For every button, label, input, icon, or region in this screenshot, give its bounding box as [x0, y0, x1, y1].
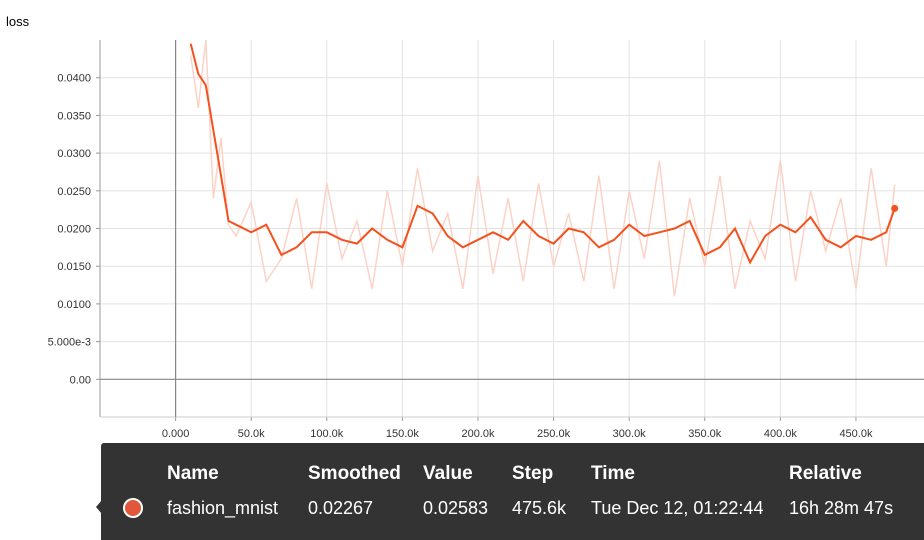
loss-chart[interactable]: 0.000 50.0k 100.0k 150.0k 200.0k 250.0k 300.0k… [0, 0, 924, 440]
y-tick-label: 0.00 [70, 374, 91, 386]
last-point-marker[interactable] [891, 205, 898, 212]
x-tick-label: 300.0k [613, 428, 647, 440]
row-smoothed: 0.02267 [308, 498, 373, 519]
raw-series-layer [191, 40, 895, 296]
y-tick-label: 0.0400 [57, 73, 91, 85]
y-tick-label: 5.000e-3 [48, 337, 91, 349]
tick-labels: 0.000 50.0k 100.0k 150.0k 200.0k 250.0k 300.0k… [48, 73, 873, 440]
header-step: Step [512, 463, 553, 485]
y-tick-label: 0.0100 [57, 299, 91, 311]
x-tick-label: 350.0k [688, 428, 722, 440]
x-tick-label: 250.0k [537, 428, 571, 440]
y-tick-label: 0.0150 [57, 261, 91, 273]
y-tick-label: 0.0250 [57, 186, 91, 198]
x-tick-label: 400.0k [764, 428, 798, 440]
x-tick-label: 100.0k [310, 428, 344, 440]
row-time: Tue Dec 12, 01:22:44 [591, 498, 763, 519]
y-tick-label: 0.0350 [57, 110, 91, 122]
header-value: Value [423, 463, 473, 485]
series-swatch-icon [123, 498, 143, 518]
raw-series-line [191, 40, 895, 296]
y-tick-label: 0.0300 [57, 148, 91, 160]
row-relative: 16h 28m 47s [789, 498, 893, 519]
header-relative: Relative [789, 463, 862, 485]
y-tick-label: 0.0200 [57, 224, 91, 236]
header-time: Time [591, 463, 635, 485]
row-value: 0.02583 [423, 498, 488, 519]
axes [96, 40, 924, 421]
x-tick-label: 150.0k [386, 428, 420, 440]
x-tick-label: 450.0k [839, 428, 873, 440]
row-name: fashion_mnist [167, 498, 278, 519]
x-tick-label: 0.000 [162, 428, 190, 440]
row-step: 475.6k [512, 498, 566, 519]
tooltip-panel: Name Smoothed Value Step Time Relative f… [101, 443, 924, 540]
header-name: Name [167, 463, 219, 485]
header-smoothed: Smoothed [308, 463, 401, 485]
x-tick-label: 200.0k [461, 428, 495, 440]
x-tick-label: 50.0k [238, 428, 265, 440]
